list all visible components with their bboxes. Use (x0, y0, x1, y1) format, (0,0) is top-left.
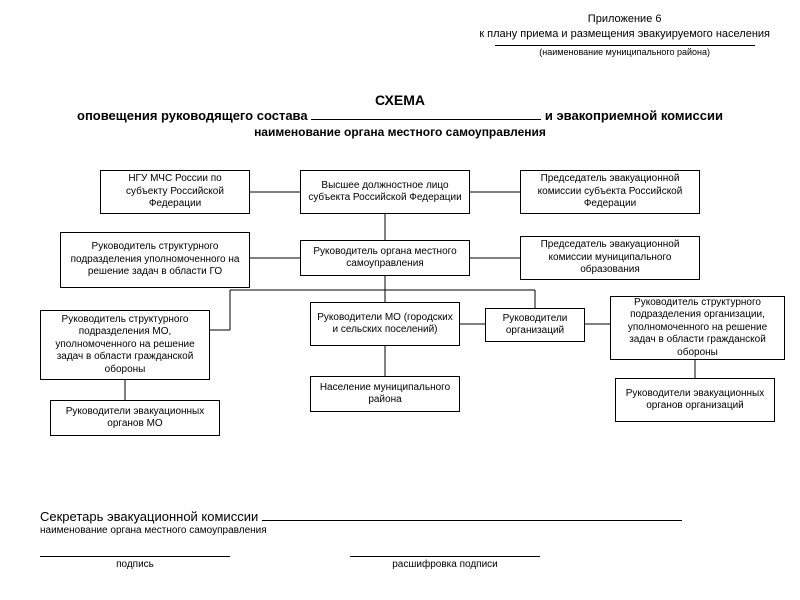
sign-right-line (350, 556, 540, 557)
node-n12: Население муниципального района (310, 376, 460, 412)
node-n9: Руководители организаций (485, 308, 585, 342)
sign-left-label: подпись (116, 559, 154, 570)
node-n4: Руководитель структурного подразделения … (60, 232, 250, 288)
sign-left-col: подпись (40, 556, 230, 570)
node-n2: Высшее должностное лицо субъекта Российс… (300, 170, 470, 214)
footer-block: Секретарь эвакуационной комиссии наимено… (40, 509, 760, 570)
secretary-line: Секретарь эвакуационной комиссии (40, 509, 760, 524)
org-chart: НГУ МЧС России по субъекту Российской Фе… (0, 160, 800, 470)
node-n13: Руководители эвакуационных органов орган… (615, 378, 775, 422)
title-blank (311, 108, 541, 120)
sign-left-line (40, 556, 230, 557)
title-sub-suffix: и эвакоприемной комиссии (545, 108, 723, 123)
node-n11: Руководители эвакуационных органов МО (50, 400, 220, 436)
title-sub-prefix: оповещения руководящего состава (77, 108, 308, 123)
appendix-line: Приложение 6 (479, 12, 770, 27)
title-block: СХЕМА оповещения руководящего состава и … (0, 92, 800, 139)
node-n10: Руководитель структурного подразделения … (610, 296, 785, 360)
title-caption: наименование органа местного самоуправле… (0, 125, 800, 139)
title-main: СХЕМА (0, 92, 800, 108)
node-n8: Руководители МО (городских и сельских по… (310, 302, 460, 346)
sign-row: подпись расшифровка подписи (40, 556, 760, 570)
node-n7: Руководитель структурного подразделения … (40, 310, 210, 380)
node-n5: Руководитель органа местного самоуправле… (300, 240, 470, 276)
secretary-label: Секретарь эвакуационной комиссии (40, 509, 258, 524)
header-block: Приложение 6 к плану приема и размещения… (479, 12, 770, 58)
secretary-blank (262, 509, 682, 521)
plan-line: к плану приема и размещения эвакуируемог… (479, 27, 770, 42)
secretary-caption: наименование органа местного самоуправле… (40, 525, 760, 536)
sign-right-col: расшифровка подписи (350, 556, 540, 570)
title-subline: оповещения руководящего состава и эвакоп… (0, 108, 800, 123)
node-n6: Председатель эвакуационной комиссии муни… (520, 236, 700, 280)
node-n3: Председатель эвакуационной комиссии субъ… (520, 170, 700, 214)
node-n1: НГУ МЧС России по субъекту Российской Фе… (100, 170, 250, 214)
sign-right-label: расшифровка подписи (392, 559, 498, 570)
header-caption: (наименование муниципального района) (479, 46, 770, 59)
